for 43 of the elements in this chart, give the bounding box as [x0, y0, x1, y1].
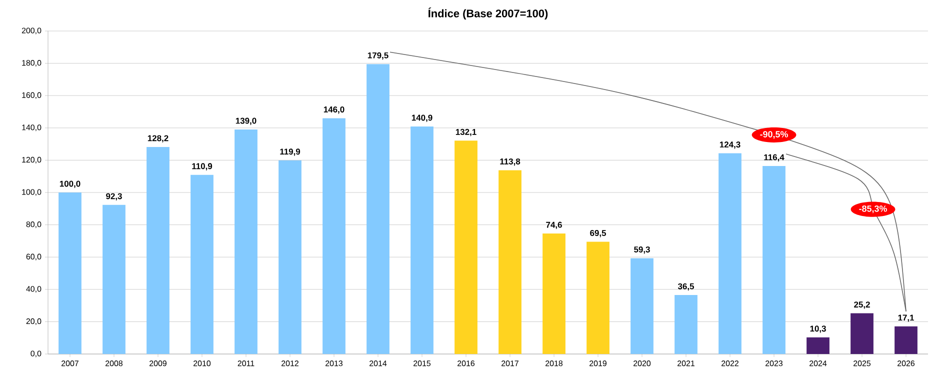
bar	[146, 146, 170, 354]
bar	[894, 326, 918, 354]
bar	[410, 126, 434, 354]
annotation: -85,3%	[859, 205, 887, 214]
chart-title: Índice (Base 2007=100)	[428, 8, 548, 20]
data-label: 59,3	[634, 246, 650, 254]
bar	[190, 174, 214, 354]
data-label: 140,9	[412, 114, 432, 122]
data-label: 92,3	[106, 193, 122, 200]
bar	[850, 313, 874, 354]
data-label: 36,5	[678, 283, 694, 291]
data-label: 69,5	[590, 230, 606, 238]
bar	[806, 337, 830, 354]
data-label: 10,3	[810, 326, 826, 333]
data-label: 128,2	[148, 135, 168, 142]
bar	[366, 64, 390, 354]
bar	[234, 130, 258, 354]
annotation: -90,5%	[760, 131, 788, 139]
bar	[322, 118, 346, 354]
bar	[718, 153, 742, 354]
bar	[58, 192, 82, 354]
bar	[102, 204, 126, 354]
bar	[630, 258, 654, 354]
data-label: 17,1	[898, 314, 914, 322]
data-label: 100,0	[60, 180, 80, 188]
bar	[498, 170, 522, 354]
bar	[542, 234, 566, 354]
bar	[674, 295, 698, 354]
data-label: 113,8	[500, 158, 520, 166]
bar	[762, 166, 786, 354]
bar	[278, 160, 302, 354]
data-label: 179,5	[368, 52, 388, 60]
data-label: 116,4	[764, 154, 784, 162]
bar	[454, 140, 478, 354]
data-label: 119,9	[280, 148, 300, 156]
data-label: 139,0	[236, 118, 256, 125]
data-label: 110,9	[192, 163, 212, 170]
data-label: 74,6	[546, 222, 562, 229]
data-label: 25,2	[854, 302, 870, 309]
data-label: 146,0	[324, 106, 344, 114]
data-label: 132,1	[456, 128, 476, 136]
data-label: 124,3	[720, 142, 740, 149]
bar	[586, 242, 610, 354]
